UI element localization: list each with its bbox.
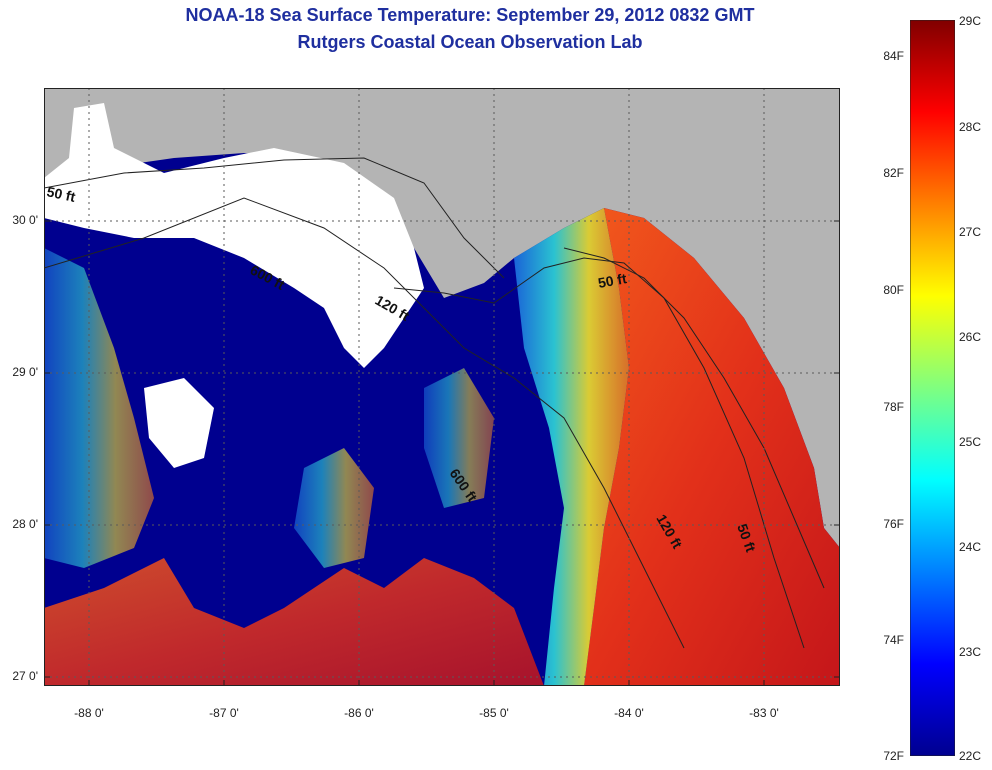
cloud-cover-north <box>44 103 424 368</box>
colorbar-c-24: 24C <box>959 540 982 554</box>
colorbar-f-72: 72F <box>883 749 904 763</box>
contour-label-50ft-1: 50 ft <box>45 183 77 205</box>
map-subtitle: Rutgers Coastal Ocean Observation Lab <box>297 32 643 52</box>
colorbar-c-25: 25C <box>959 435 982 449</box>
colorbar-c-27: 27C <box>959 225 982 239</box>
lon-label-86: -86 0' <box>344 706 374 720</box>
lat-label-30: 30 0' <box>12 213 38 227</box>
land <box>44 88 840 548</box>
colorbar-c-28: 28C <box>959 120 982 134</box>
sst-map: 50 ft 600 ft 120 ft 50 ft 600 ft 120 ft … <box>44 88 840 686</box>
cloud-cover-west <box>144 378 214 468</box>
colorbar-c-23: 23C <box>959 645 982 659</box>
map-frame <box>44 88 840 686</box>
lat-label-29: 29 0' <box>12 365 38 379</box>
colorbar-f-78: 78F <box>883 400 904 414</box>
mixed-patch-central <box>294 448 374 568</box>
mixed-patch-center-east <box>424 368 494 508</box>
colorbar-c-26: 26C <box>959 330 982 344</box>
lon-label-84: -84 0' <box>614 706 644 720</box>
contour-50ft-east <box>563 247 825 589</box>
colorbar-c-29: 29C <box>959 14 982 28</box>
colorbar-f-80: 80F <box>883 283 904 297</box>
contour-label-50ft-2: 50 ft <box>597 270 628 291</box>
colorbar-f-74: 74F <box>883 633 904 647</box>
transition-zone <box>514 208 629 686</box>
lon-label-83: -83 0' <box>749 706 779 720</box>
lat-label-28: 28 0' <box>12 517 38 531</box>
colorbar-c-22: 22C <box>959 749 982 763</box>
lon-label-87: -87 0' <box>209 706 239 720</box>
colorbar-gradient <box>910 20 955 756</box>
colorbar-f-76: 76F <box>883 517 904 531</box>
lon-label-88: -88 0' <box>74 706 104 720</box>
mixed-patch-west <box>44 248 154 568</box>
lon-label-85: -85 0' <box>479 706 509 720</box>
map-title: NOAA-18 Sea Surface Temperature: Septemb… <box>185 5 755 25</box>
colorbar-f-84: 84F <box>883 49 904 63</box>
contour-120ft <box>393 257 805 649</box>
temperature-colorbar <box>910 20 955 756</box>
contour-50ft-west <box>44 157 505 279</box>
warm-water-south <box>44 558 544 686</box>
lat-label-27: 27 0' <box>12 669 38 683</box>
contour-600ft <box>44 197 685 649</box>
colorbar-f-82: 82F <box>883 166 904 180</box>
warm-water-east <box>584 208 840 686</box>
